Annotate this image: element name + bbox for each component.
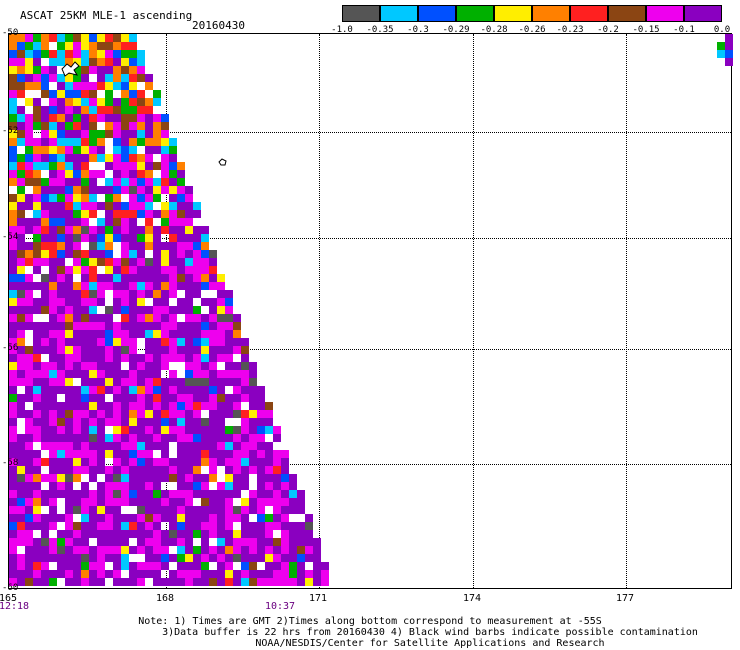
- color-bar-swatch: [380, 5, 418, 22]
- product-date: 20160430: [192, 19, 245, 32]
- island-outline: [61, 61, 80, 77]
- time-label-end: 10:37: [264, 601, 296, 612]
- note-line-2: 3)Data buffer is 22 hrs from 20160430 4)…: [162, 627, 698, 638]
- grid-line-vertical: [626, 34, 627, 588]
- color-bar-swatch: [646, 5, 684, 22]
- longitude-label: 171: [308, 593, 328, 604]
- latitude-label: -58: [2, 458, 19, 468]
- grid-line-horizontal: [9, 349, 731, 350]
- longitude-label: 168: [155, 593, 175, 604]
- color-bar-swatch: [532, 5, 570, 22]
- color-bar-label: -0.2: [597, 25, 619, 35]
- grid-line-horizontal: [9, 132, 731, 133]
- map-panel: [8, 33, 733, 589]
- color-bar-label: -0.28: [480, 25, 508, 35]
- color-bar-swatch: [342, 5, 380, 22]
- color-bar-swatch: [570, 5, 608, 22]
- color-bar-label: -0.15: [632, 25, 660, 35]
- color-bar-swatch: [494, 5, 532, 22]
- grid-line-vertical: [319, 34, 320, 588]
- color-bar-label: -1.0: [331, 25, 353, 35]
- color-bar-label: -0.29: [442, 25, 470, 35]
- color-bar-label: -0.1: [673, 25, 695, 35]
- color-bar-swatch: [684, 5, 722, 22]
- color-bar-label: -0.35: [366, 25, 394, 35]
- product-title: ASCAT 25KM MLE-1 ascending: [20, 9, 193, 22]
- latitude-label: -60: [2, 583, 19, 593]
- color-bar-swatch: [608, 5, 646, 22]
- latitude-label: -56: [2, 343, 19, 353]
- latitude-label: -54: [2, 232, 19, 242]
- color-bar-swatch: [418, 5, 456, 22]
- grid-line-horizontal: [9, 464, 731, 465]
- color-bar-swatch: [456, 5, 494, 22]
- longitude-label: 177: [615, 593, 635, 604]
- note-line-1: Note: 1) Times are GMT 2)Times along bot…: [138, 616, 602, 627]
- latitude-label: -50: [2, 28, 19, 38]
- time-label-start: 12:18: [0, 601, 30, 612]
- color-bar-label: -0.3: [407, 25, 429, 35]
- longitude-label: 165: [0, 593, 18, 604]
- longitude-label: 174: [462, 593, 482, 604]
- note-line-3: NOAA/NESDIS/Center for Satellite Applica…: [255, 638, 605, 649]
- grid-line-vertical: [473, 34, 474, 588]
- color-bar-label: -0.26: [518, 25, 546, 35]
- grid-line-horizontal: [9, 238, 731, 239]
- latitude-label: -52: [2, 126, 19, 136]
- color-bar-label: -0.23: [556, 25, 584, 35]
- color-bar-label: 0.0: [713, 25, 731, 35]
- small-island-outline: [218, 158, 227, 166]
